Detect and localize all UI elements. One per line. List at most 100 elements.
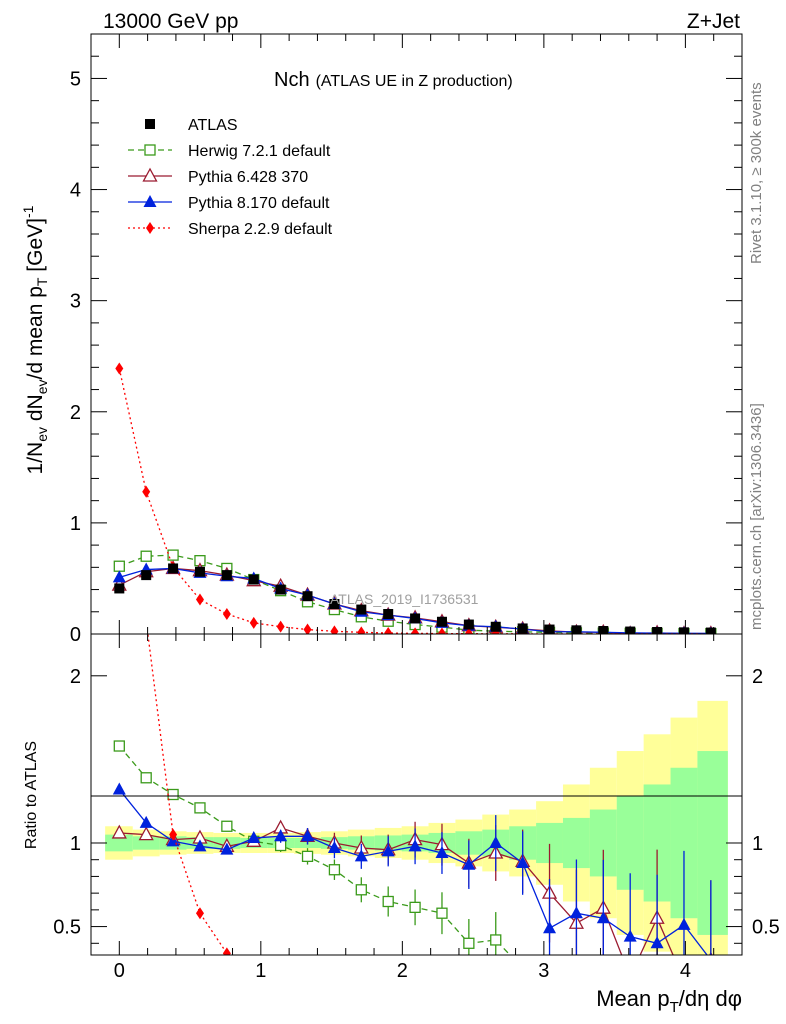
ratio-point — [220, 842, 234, 855]
ratio-point — [327, 841, 341, 853]
x-tick-label: 3 — [538, 960, 549, 982]
ratio-point — [409, 901, 421, 914]
data-point — [571, 625, 582, 634]
ratio-point — [463, 937, 475, 949]
ratio-herwig-7-2-1-default — [113, 740, 511, 955]
legend: ATLAS Herwig 7.2.1 default Pythia 6.428 37… — [128, 117, 333, 238]
data-point — [678, 627, 689, 634]
ratio-point — [111, 824, 127, 839]
data-point — [625, 626, 636, 634]
ratio-point — [462, 857, 476, 870]
legend-label: ATLAS — [188, 117, 238, 134]
data-point — [598, 626, 609, 634]
ratio-point — [195, 907, 204, 920]
legend-label: Pythia 8.170 default — [188, 195, 330, 212]
data-point — [303, 623, 312, 634]
ratio-y-axis-label: Ratio to ATLAS — [23, 741, 40, 849]
ratio-point — [274, 829, 288, 842]
data-point — [115, 362, 124, 375]
header-process-label: Z+Jet — [687, 10, 740, 33]
ratio-point — [623, 929, 637, 942]
y-tick-label: 2 — [70, 402, 81, 424]
ratio-point — [382, 895, 394, 908]
x-tick-label: 2 — [397, 960, 408, 982]
plot-title-main: Nch — [274, 69, 310, 91]
axis-ticks: 0 1 2 3 4 0 1 2 3 4 5 0.5 0.5 1 1 2 2 — [53, 34, 780, 982]
ratio-point — [221, 820, 233, 832]
ratio-point — [650, 936, 664, 949]
ratio-point — [301, 829, 315, 842]
ratio-point — [194, 802, 206, 814]
legend-entry: ATLAS — [145, 117, 238, 134]
ratio-point — [247, 830, 261, 843]
legend-label: Herwig 7.2.1 default — [188, 143, 331, 160]
data-point — [544, 624, 555, 634]
data-point — [112, 570, 126, 583]
data-point — [411, 627, 420, 634]
data-point — [194, 566, 205, 577]
data-point — [329, 599, 340, 609]
legend-label: Pythia 6.428 370 — [188, 169, 308, 186]
data-point — [249, 616, 258, 629]
header-beam-label: 13000 GeV pp — [103, 10, 238, 33]
ratio-point — [167, 788, 179, 801]
data-point — [464, 627, 473, 634]
x-tick-label: 4 — [680, 960, 691, 982]
ratio-point — [436, 907, 448, 919]
ratio-line — [118, 745, 511, 955]
mcplots-citation-label: mcplots.cern.ch [arXiv:1306.3436] — [748, 403, 765, 630]
legend-marker — [142, 167, 158, 182]
ratio-point — [435, 846, 449, 859]
ratio-point — [113, 740, 125, 752]
plot-title-sub: (ATLAS UE in Z production) — [316, 73, 513, 90]
y-tick-label: 0 — [70, 624, 81, 646]
ratio-tick-label-left: 2 — [70, 666, 81, 688]
ratio-band-inner — [105, 834, 133, 852]
ratio-point — [139, 815, 153, 828]
main-series — [111, 362, 717, 634]
data-point — [517, 623, 528, 634]
ratio-plot-frame — [90, 633, 743, 956]
data-point — [356, 604, 367, 615]
ratio-point — [169, 828, 178, 841]
ratio-point — [516, 856, 530, 869]
data-point — [302, 591, 313, 602]
data-point — [436, 616, 447, 627]
ratio-sherpa-2-2-9-default — [147, 634, 231, 955]
ratio-point — [138, 826, 154, 841]
ratio-point — [354, 849, 368, 862]
ratio-series — [111, 634, 713, 955]
data-point — [113, 560, 125, 572]
data-point — [330, 625, 339, 634]
legend-marker — [146, 222, 154, 234]
data-point — [114, 583, 125, 594]
legend-marker — [143, 195, 157, 207]
ratio-point — [490, 934, 502, 946]
legend-marker — [145, 119, 155, 129]
ratio-point — [489, 835, 503, 848]
data-point — [221, 570, 232, 581]
data-point — [383, 609, 394, 619]
y-tick-label: 4 — [70, 180, 81, 202]
ratio-point — [140, 772, 152, 784]
data-point — [195, 593, 204, 606]
ratio-band-inner — [697, 751, 728, 935]
x-axis-label: Mean pT/dη dφ — [596, 986, 742, 1016]
y-tick-label: 3 — [70, 291, 81, 313]
data-point — [463, 619, 474, 630]
legend-entry: Sherpa 2.2.9 default — [128, 221, 333, 238]
data-point — [490, 621, 501, 632]
ratio-tick-label-right: 1 — [752, 833, 763, 855]
data-point — [437, 627, 446, 634]
ratio-tick-label-left: 1 — [70, 833, 81, 855]
ratio-point — [301, 850, 314, 863]
data-point — [410, 613, 421, 624]
data-point — [142, 485, 151, 498]
ratio-point — [112, 782, 126, 795]
ratio-point — [193, 839, 207, 852]
analysis-watermark: ATLAS_2019_I1736531 — [330, 591, 479, 607]
legend-entry: Herwig 7.2.1 default — [128, 143, 331, 160]
data-point — [275, 584, 286, 595]
plot-title: Nch (ATLAS UE in Z production) — [274, 69, 513, 91]
